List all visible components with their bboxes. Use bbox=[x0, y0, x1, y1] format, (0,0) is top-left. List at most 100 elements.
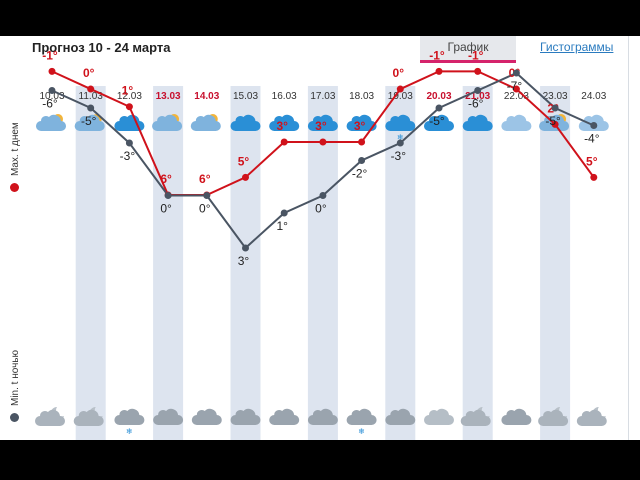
min-temp-point bbox=[435, 104, 443, 112]
min-temp-point bbox=[280, 209, 288, 217]
page-title: Прогноз 10 - 24 марта bbox=[32, 40, 171, 55]
cloud-icon bbox=[269, 114, 300, 131]
partly-cloudy-icon bbox=[501, 114, 532, 131]
max-legend-dot bbox=[10, 183, 19, 192]
snow-cloud-icon bbox=[114, 408, 145, 425]
min-temp-point bbox=[590, 122, 598, 129]
min-temp-label: -5° bbox=[545, 114, 561, 128]
min-temp-point bbox=[164, 192, 172, 199]
max-temp-label: 1° bbox=[122, 84, 134, 98]
min-temp-label: 0° bbox=[199, 202, 211, 216]
cloud-icon bbox=[424, 114, 454, 131]
max-temp-label: 3° bbox=[276, 119, 288, 133]
tab-histograms[interactable]: Гистограммы bbox=[540, 40, 614, 54]
min-temp-label: -2° bbox=[352, 167, 368, 181]
min-legend-dot bbox=[10, 413, 19, 422]
min-temp-label: -3° bbox=[391, 149, 407, 163]
cloud-icon bbox=[114, 114, 145, 131]
max-temp-point bbox=[87, 85, 95, 93]
column-stripe bbox=[540, 86, 571, 440]
column-stripe bbox=[230, 86, 261, 440]
min-temp-label: -7° bbox=[507, 79, 523, 93]
date-label: 16.03 bbox=[272, 91, 297, 102]
moon-cloud-icon bbox=[538, 409, 569, 426]
date-label: 15.03 bbox=[233, 91, 258, 102]
date-label: 24.03 bbox=[581, 91, 606, 102]
max-temp-point bbox=[242, 173, 249, 181]
sun-cloud-icon bbox=[190, 114, 221, 131]
cloud-icon bbox=[269, 408, 300, 425]
min-temp-point bbox=[358, 157, 366, 164]
max-temp-point bbox=[319, 138, 327, 146]
max-temp-label: 0° bbox=[83, 66, 95, 80]
cloud-icon bbox=[153, 408, 184, 425]
max-temp-label: 3° bbox=[354, 119, 366, 133]
min-temp-label: 1° bbox=[276, 219, 288, 233]
min-temp-label: 0° bbox=[315, 202, 327, 216]
max-temp-point bbox=[435, 67, 443, 75]
tab-graph-indicator bbox=[420, 60, 516, 63]
min-temp-point bbox=[87, 104, 95, 112]
date-label: 13.03 bbox=[156, 91, 181, 102]
min-temp-point bbox=[48, 87, 56, 94]
sun-cloud-icon bbox=[74, 114, 105, 131]
column-stripe bbox=[75, 86, 106, 440]
date-label: 18.03 bbox=[349, 91, 374, 102]
min-temp-point bbox=[242, 244, 249, 252]
date-label: 12.03 bbox=[117, 91, 142, 102]
cloud-icon bbox=[307, 114, 338, 131]
max-temp-label: -1° bbox=[468, 48, 484, 62]
max-temp-point bbox=[551, 120, 559, 128]
min-temp-point bbox=[512, 69, 520, 77]
column-stripe bbox=[153, 86, 184, 440]
cloud-icon bbox=[230, 408, 261, 425]
forecast-chart: 10.03 11.03 12.03 13.03 14.03 15.03 16.03 17.03… bbox=[35, 48, 609, 440]
date-label: 22.03 bbox=[504, 91, 529, 102]
sun-cloud-icon bbox=[36, 114, 66, 131]
sun-cloud-icon bbox=[152, 114, 183, 131]
max-temp-label: 6° bbox=[199, 172, 211, 186]
max-temp-label: -1° bbox=[429, 48, 445, 62]
min-temp-point bbox=[203, 192, 211, 199]
max-temp-label: 5° bbox=[238, 154, 250, 168]
max-temp-point bbox=[396, 85, 404, 93]
max-temp-point bbox=[474, 67, 482, 75]
moon-cloud-icon bbox=[73, 409, 104, 426]
snow-cloud-icon bbox=[385, 114, 416, 131]
max-temp-point bbox=[125, 103, 133, 111]
max-temp-point bbox=[48, 67, 56, 75]
snowflake-icon: ❄ bbox=[358, 427, 365, 436]
date-label: 21.03 bbox=[465, 91, 490, 102]
date-label: 19.03 bbox=[388, 91, 413, 102]
max-temp-label: 6° bbox=[160, 172, 172, 186]
max-temp-label: -1° bbox=[42, 48, 58, 62]
snow-cloud-icon bbox=[346, 408, 377, 425]
min-temp-label: 0° bbox=[160, 202, 172, 216]
moon-cloud-icon bbox=[460, 409, 491, 426]
snowflake-icon: ❄ bbox=[397, 133, 404, 142]
cloud-icon bbox=[346, 114, 377, 131]
date-label: 20.03 bbox=[426, 91, 451, 102]
min-temp-point bbox=[396, 139, 404, 147]
min-temp-label: -5° bbox=[81, 114, 97, 128]
snowflake-icon: ❄ bbox=[126, 427, 133, 436]
column-stripe bbox=[462, 86, 493, 440]
moon-cloud-icon bbox=[35, 409, 65, 426]
min-temp-point bbox=[125, 139, 133, 147]
min-temp-label: -3° bbox=[120, 149, 136, 163]
cloud-icon bbox=[191, 408, 222, 425]
tab-graph[interactable]: График bbox=[420, 36, 516, 62]
cloud-icon bbox=[501, 408, 532, 425]
right-edge bbox=[628, 36, 640, 440]
date-label: 14.03 bbox=[194, 91, 219, 102]
cloud-icon bbox=[307, 408, 338, 425]
min-temp-point bbox=[474, 87, 482, 94]
partly-cloudy-icon bbox=[424, 408, 454, 425]
max-temp-label: 0° bbox=[393, 66, 405, 80]
min-temp-label: -6° bbox=[42, 97, 58, 111]
cloud-icon bbox=[385, 408, 416, 425]
cloud-icon bbox=[462, 114, 493, 131]
min-temp-point bbox=[551, 104, 559, 112]
min-temp-point bbox=[319, 192, 327, 199]
min-temp-label: -4° bbox=[584, 132, 600, 146]
